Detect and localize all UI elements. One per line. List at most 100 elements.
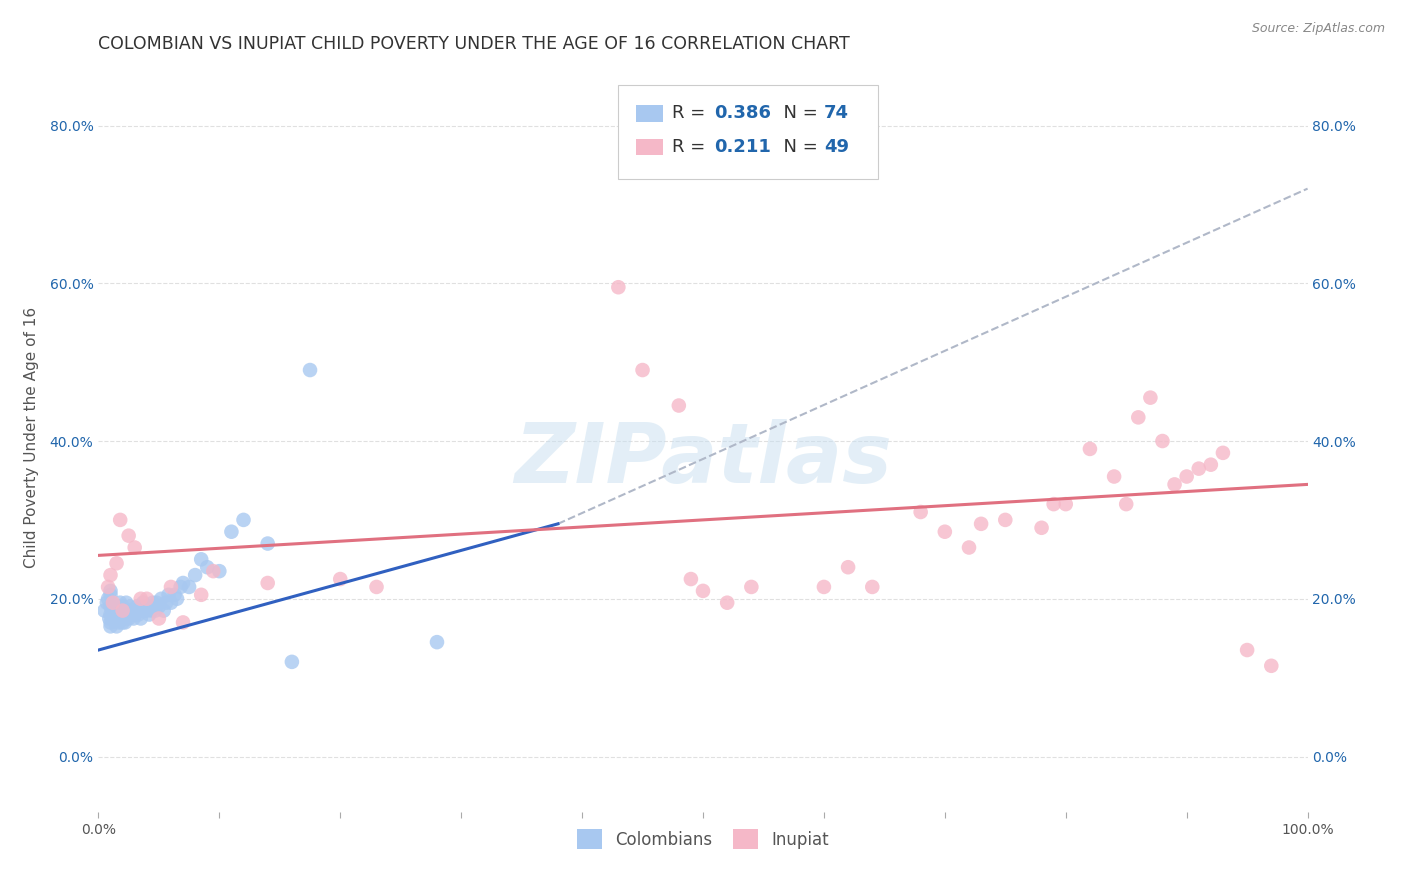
Point bbox=[103, 604, 125, 618]
Point bbox=[131, 604, 153, 618]
Point bbox=[125, 604, 148, 618]
Point bbox=[111, 607, 134, 622]
Point bbox=[124, 541, 146, 555]
Point bbox=[1188, 461, 1211, 475]
Point bbox=[128, 604, 150, 618]
Bar bbox=[637, 105, 664, 121]
Point bbox=[136, 599, 159, 614]
Point bbox=[152, 604, 174, 618]
Point bbox=[281, 655, 304, 669]
Point bbox=[150, 591, 173, 606]
Point bbox=[107, 599, 129, 614]
Point bbox=[127, 607, 149, 622]
Point bbox=[957, 541, 980, 555]
Point bbox=[1042, 497, 1064, 511]
Point bbox=[111, 599, 134, 614]
Point bbox=[115, 596, 138, 610]
Point bbox=[1139, 391, 1161, 405]
Point bbox=[120, 607, 142, 622]
Point bbox=[108, 596, 131, 610]
Point bbox=[1199, 458, 1222, 472]
Point bbox=[117, 607, 139, 622]
Point bbox=[139, 599, 162, 614]
Point bbox=[118, 529, 141, 543]
Text: N =: N = bbox=[772, 104, 824, 122]
Point bbox=[100, 599, 122, 614]
Point bbox=[1212, 446, 1234, 460]
Point bbox=[100, 615, 122, 630]
Point bbox=[740, 580, 762, 594]
Point bbox=[195, 560, 218, 574]
Point bbox=[172, 615, 194, 630]
Point bbox=[169, 580, 191, 594]
Point bbox=[108, 604, 131, 618]
Point bbox=[101, 611, 124, 625]
Point bbox=[934, 524, 956, 539]
Point bbox=[127, 599, 149, 614]
Point bbox=[1128, 410, 1150, 425]
Point bbox=[1175, 469, 1198, 483]
Point bbox=[148, 611, 170, 625]
Point bbox=[105, 556, 128, 570]
Point bbox=[143, 604, 166, 618]
Point bbox=[860, 580, 883, 594]
Point bbox=[679, 572, 702, 586]
Point bbox=[111, 604, 134, 618]
Point bbox=[910, 505, 932, 519]
Point bbox=[132, 596, 155, 610]
Point bbox=[1115, 497, 1137, 511]
Point bbox=[121, 604, 143, 618]
Text: 0.386: 0.386 bbox=[714, 104, 770, 122]
Point bbox=[232, 513, 254, 527]
Point bbox=[142, 596, 165, 610]
Bar bbox=[637, 139, 664, 155]
Point bbox=[110, 607, 132, 622]
Point bbox=[163, 588, 186, 602]
Point bbox=[100, 607, 122, 622]
Point bbox=[1078, 442, 1101, 456]
Point bbox=[157, 588, 180, 602]
Point bbox=[145, 596, 167, 610]
Point bbox=[97, 580, 120, 594]
Point bbox=[179, 580, 201, 594]
Point bbox=[256, 536, 278, 550]
Point bbox=[105, 611, 128, 625]
Point bbox=[100, 583, 122, 598]
Point bbox=[366, 580, 388, 594]
Point bbox=[129, 611, 152, 625]
Point bbox=[160, 596, 183, 610]
Text: Source: ZipAtlas.com: Source: ZipAtlas.com bbox=[1251, 22, 1385, 36]
Point bbox=[190, 588, 212, 602]
Legend: Colombians, Inupiat: Colombians, Inupiat bbox=[571, 822, 835, 855]
Point bbox=[631, 363, 654, 377]
Text: COLOMBIAN VS INUPIAT CHILD POVERTY UNDER THE AGE OF 16 CORRELATION CHART: COLOMBIAN VS INUPIAT CHILD POVERTY UNDER… bbox=[98, 35, 851, 53]
Point bbox=[122, 611, 145, 625]
Point bbox=[129, 591, 152, 606]
Point bbox=[96, 596, 118, 610]
Point bbox=[329, 572, 352, 586]
FancyBboxPatch shape bbox=[619, 85, 879, 178]
Point bbox=[607, 280, 630, 294]
Point bbox=[105, 604, 128, 618]
Point bbox=[138, 607, 160, 622]
Point bbox=[190, 552, 212, 566]
Point bbox=[135, 599, 157, 614]
Point bbox=[172, 576, 194, 591]
Point bbox=[1152, 434, 1174, 448]
Text: 0.211: 0.211 bbox=[714, 138, 770, 156]
Point bbox=[202, 564, 225, 578]
Point bbox=[108, 615, 131, 630]
Point bbox=[813, 580, 835, 594]
Text: 49: 49 bbox=[824, 138, 849, 156]
Point bbox=[108, 513, 131, 527]
Point bbox=[426, 635, 449, 649]
Point bbox=[837, 560, 859, 574]
Point bbox=[118, 611, 141, 625]
Point bbox=[221, 524, 243, 539]
Point bbox=[97, 591, 120, 606]
Text: ZIPatlas: ZIPatlas bbox=[515, 419, 891, 500]
Point bbox=[668, 399, 690, 413]
Point bbox=[100, 568, 122, 582]
Point bbox=[1102, 469, 1125, 483]
Point bbox=[108, 611, 131, 625]
